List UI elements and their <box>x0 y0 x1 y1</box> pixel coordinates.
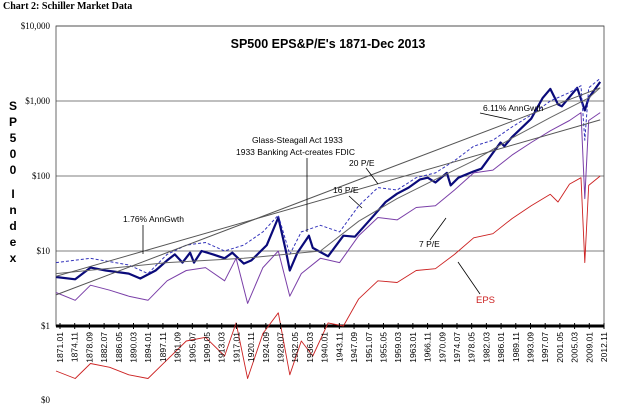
annotation-glass-steagall: Glass-Steagall Act 1933 <box>252 135 343 145</box>
x-tick-label: 1920.11 <box>246 332 256 362</box>
annotation-pe16-arrow <box>348 195 363 209</box>
y-axis-label-x: x <box>10 251 17 265</box>
annotation-pe20-arrow <box>365 167 379 185</box>
x-tick-label: 1882.07 <box>99 332 109 363</box>
x-tick-label: 1978.05 <box>467 332 477 363</box>
x-tick-label: 1970.09 <box>437 332 447 363</box>
y-tick-label: $10,000 <box>21 21 51 31</box>
series-line-1-76-anngwth-trend <box>55 119 601 277</box>
x-tick-label: 1874.11 <box>70 332 80 362</box>
x-axis-ticks: 1871.01 1874.11 1878.09 1882.07 1886.05 1890.… <box>55 323 609 363</box>
x-tick-label: 1901.09 <box>173 332 183 363</box>
x-tick-label: 1951.07 <box>364 332 374 363</box>
x-tick-label: 1982.03 <box>481 332 491 363</box>
y-axis-label-0b: 0 <box>10 163 17 177</box>
x-tick-label: 1966.11 <box>423 332 433 362</box>
x-tick-label: 1974.07 <box>452 332 462 363</box>
x-tick-label: 2009.01 <box>584 332 594 363</box>
x-tick-label: 1917.01 <box>231 332 241 363</box>
annotation-pe7-arrow <box>429 217 447 241</box>
annotation-banking-act: 1933 Banking Act-creates FDIC <box>236 147 355 157</box>
x-tick-label: 1943.11 <box>334 332 344 362</box>
annotation-growth-high-arrow <box>479 112 513 121</box>
x-tick-label: 1909.05 <box>202 332 212 363</box>
x-tick-label: 1897.11 <box>158 332 168 362</box>
series-line-eps <box>55 175 601 379</box>
annotation-pe16: 16 P/E <box>333 185 359 195</box>
x-tick-label: 1928.07 <box>276 332 286 363</box>
y-tick-label: $100 <box>32 171 51 181</box>
y-axis-label-5: 5 <box>10 131 17 145</box>
x-tick-label: 1871.01 <box>55 332 65 363</box>
y-axis-label-i: I <box>11 187 14 201</box>
gridlines <box>56 25 604 327</box>
x-tick-label: 1940.01 <box>320 332 330 363</box>
y-tick-label: $10 <box>37 246 51 256</box>
x-tick-label: 2001.05 <box>555 332 565 363</box>
y-tick-label: $1,000 <box>25 96 50 106</box>
x-tick-label: 1932.05 <box>290 332 300 363</box>
series-line-16-p-e <box>55 87 601 275</box>
x-tick-label: 1947.09 <box>349 332 359 363</box>
x-tick-label: 1986.01 <box>496 332 506 363</box>
x-tick-label: 1894.01 <box>143 332 153 363</box>
series-line-sp500 <box>55 81 602 281</box>
y-axis-ticks: $1 $10 $100 $1,000 $10,000 <box>21 21 51 331</box>
annotation-growth-high: 6.11% AnnGwth <box>483 103 544 113</box>
y-tick-label: $1 <box>41 321 50 331</box>
y-tick-bottom-label: $0 <box>41 395 51 405</box>
x-tick-label: 1905.07 <box>187 332 197 363</box>
y-axis-label-s: S <box>9 99 17 113</box>
annotation-eps: EPS <box>476 295 495 306</box>
annotation-growth-low: 1.76% AnnGwth <box>123 214 184 224</box>
x-tick-label: 1959.03 <box>393 332 403 363</box>
y-axis-label-e: e <box>10 235 17 249</box>
x-tick-label: 1878.09 <box>84 332 94 363</box>
x-tick-label: 1924.09 <box>261 332 271 363</box>
series <box>55 78 602 379</box>
chart-caption: Chart 2: Schiller Market Data <box>3 1 133 12</box>
y-axis-label-p: P <box>9 115 17 129</box>
x-tick-label: 1936.03 <box>305 332 315 363</box>
x-tick-label: 1963.01 <box>408 332 418 363</box>
series-line-6-11-anngwth-trend <box>55 87 601 296</box>
x-tick-label: 1997.07 <box>540 332 550 363</box>
y-axis-label-0a: 0 <box>10 147 17 161</box>
x-tick-label: 1993.09 <box>526 332 536 363</box>
annotation-pe20: 20 P/E <box>349 158 375 168</box>
y-axis-label-d: d <box>9 219 16 233</box>
x-tick-label: 1890.03 <box>129 332 139 363</box>
annotation-eps-arrow <box>457 261 481 295</box>
y-axis-label: S P 5 0 0 I n d e x <box>9 99 17 265</box>
x-tick-label: 1955.05 <box>379 332 389 363</box>
x-tick-label: 1886.05 <box>114 332 124 363</box>
chart-title: SP500 EPS&P/E's 1871-Dec 2013 <box>231 37 426 51</box>
y-axis-label-n: n <box>9 203 16 217</box>
annotation-pe7: 7 P/E <box>419 239 440 249</box>
x-tick-label: 2005.03 <box>570 332 580 363</box>
x-tick-label: 2012.11 <box>599 332 609 362</box>
x-tick-label: 1913.03 <box>217 332 227 363</box>
x-tick-label: 1989.11 <box>511 332 521 362</box>
